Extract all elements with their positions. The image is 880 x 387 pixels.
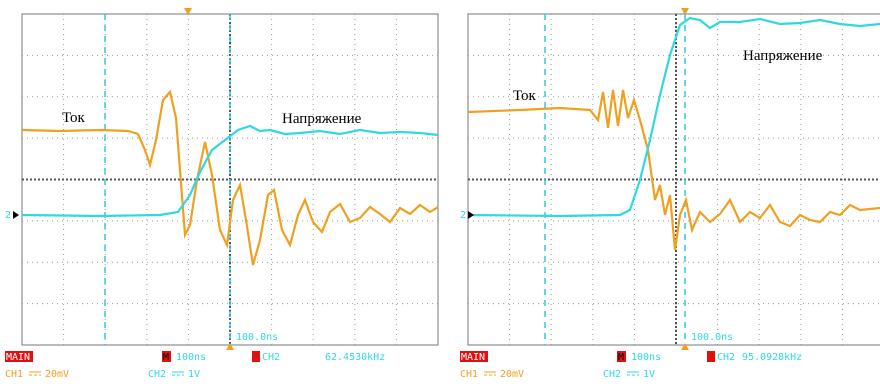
frequency: 62.4530kHz <box>325 352 385 363</box>
t-source: CH2 <box>262 352 280 363</box>
m-label: M <box>618 352 624 363</box>
channel-name: CH2 <box>603 369 621 380</box>
channel-marker: 2 <box>460 210 466 221</box>
t-source: CH2 <box>717 352 735 363</box>
current-label: Ток <box>62 110 86 126</box>
oscilloscope-screens: 2 Ток Напряжение 100.0ns MAIN M 100ns T CH2 62.45… <box>0 0 880 387</box>
frequency: 95.0928kHz <box>742 352 802 363</box>
mode: MAIN <box>461 352 485 363</box>
channel-name: CH2 <box>148 369 166 380</box>
channel-name: CH1 <box>460 369 478 380</box>
channel-marker: 2 <box>5 210 11 221</box>
voltage-label: Напряжение <box>743 48 823 64</box>
timebase-marker: 100.0ns <box>236 332 278 343</box>
voltage-label: Напряжение <box>282 111 362 127</box>
channel-scale: 1V <box>188 369 200 380</box>
t-label: T <box>707 352 713 363</box>
channel-name: CH1 <box>5 369 23 380</box>
channel-scale: 1V <box>643 369 655 380</box>
t-label: T <box>252 352 258 363</box>
m-value: 100ns <box>631 352 661 363</box>
m-label: M <box>163 352 169 363</box>
m-value: 100ns <box>176 352 206 363</box>
channel-scale: 20mV <box>500 369 524 380</box>
channel-scale: 20mV <box>45 369 69 380</box>
mode: MAIN <box>6 352 30 363</box>
timebase-marker: 100.0ns <box>691 332 733 343</box>
current-label: Ток <box>513 88 537 104</box>
